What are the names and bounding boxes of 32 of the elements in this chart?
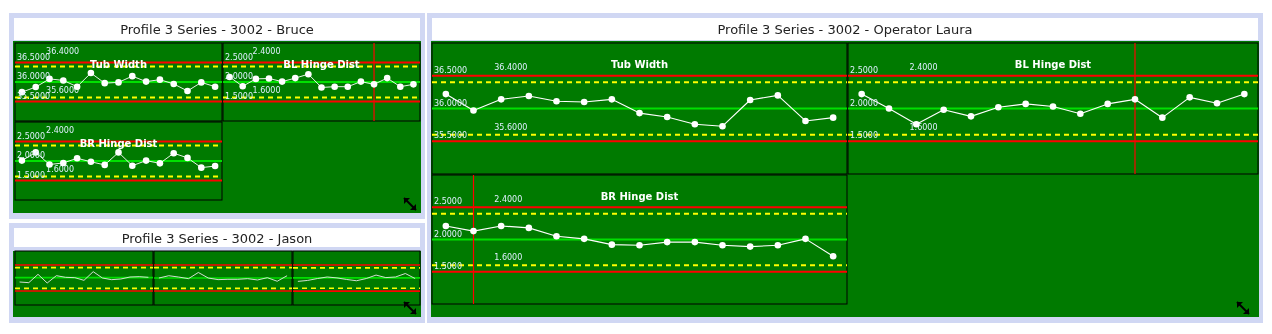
- y-tick-label: 2.0000: [850, 98, 878, 108]
- y-tick-label: 2.0000: [434, 229, 462, 239]
- ref-line-label: 2.4000: [494, 194, 523, 204]
- y-tick-label: 36.5000: [434, 65, 468, 75]
- text: Profile 3 Series - 3002 - Operator Laura: [717, 22, 973, 37]
- ref-line-label: 2.4000: [46, 126, 75, 136]
- ref-line-label: 35.6000: [494, 122, 528, 132]
- y-tick-label: 36.5000: [17, 52, 51, 62]
- ref-line-label: 1.6000: [909, 122, 938, 132]
- ref-line-label: 2.4000: [909, 63, 938, 73]
- y-tick-label: 36.0000: [17, 72, 51, 81]
- y-tick-label: 35.5000: [434, 131, 468, 141]
- ref-line-label: 1.6000: [494, 253, 523, 263]
- y-tick-label: 1.5000: [434, 261, 462, 271]
- text: Tub Width: [611, 59, 668, 70]
- text: Tub Width: [90, 59, 147, 70]
- ref-line-label: 36.4000: [494, 63, 528, 73]
- text: Profile 3 Series - 3002 - Bruce: [120, 22, 314, 37]
- ref-line-label: 2.4000: [252, 47, 281, 57]
- text: Profile 3 Series - 3002 - Jason: [121, 230, 313, 246]
- y-tick-label: 2.5000: [850, 65, 878, 75]
- text: BL Hinge Dist: [283, 59, 360, 70]
- text: BR Hinge Dist: [600, 191, 679, 202]
- y-tick-label: 2.5000: [434, 197, 462, 207]
- text: BR Hinge Dist: [79, 138, 158, 149]
- y-tick-label: 1.5000: [225, 91, 253, 101]
- y-tick-label: 1.5000: [850, 131, 878, 141]
- text: BL Hinge Dist: [1014, 59, 1092, 70]
- y-tick-label: 2.5000: [17, 131, 45, 141]
- y-tick-label: 1.5000: [17, 170, 45, 180]
- ref-line-label: 1.6000: [252, 85, 281, 95]
- y-tick-label: 2.5000: [225, 52, 253, 62]
